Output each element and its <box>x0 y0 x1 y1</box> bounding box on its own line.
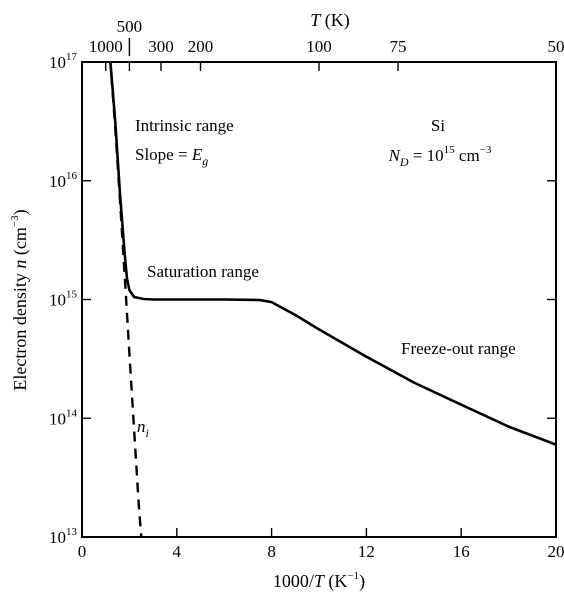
y-tick-label: 1015 <box>49 289 78 310</box>
annotation-slope-sub: g <box>202 154 208 168</box>
annotation-freezeout-range: Freeze-out range <box>401 339 516 358</box>
axis-ticks <box>81 38 557 538</box>
annotation-saturation-range: Saturation range <box>147 262 259 281</box>
y-tick-label: 1017 <box>49 51 78 72</box>
x-axis-title-close: ) <box>359 571 365 592</box>
x-tick-label: 16 <box>453 542 470 561</box>
annotation-material: Si <box>431 116 445 135</box>
top-tick-label: 300 <box>148 37 174 56</box>
top-tick-label: 75 <box>390 37 407 56</box>
y-axis-title-close: ) <box>10 209 31 215</box>
series-line-n_i <box>109 62 143 537</box>
x-tick-label: 12 <box>358 542 375 561</box>
annotation-doping-unit: cm <box>455 146 480 165</box>
annotation-slope-var: E <box>191 145 203 164</box>
x-axis-title-unit: (K <box>324 571 348 592</box>
y-tick-label: 1014 <box>49 407 78 428</box>
top-axis-title: T (K) <box>310 10 350 31</box>
annotation-slope-prefix: Slope = <box>135 145 192 164</box>
annotation-slope: Slope = Eg <box>135 145 208 168</box>
x-tick-label: 4 <box>173 542 182 561</box>
y-axis-title: Electron density n (cm−3) <box>9 209 31 390</box>
top-tick-label: 500 <box>117 17 143 36</box>
x-axis-title-exp: −1 <box>347 570 359 582</box>
x-tick-label: 20 <box>548 542 564 561</box>
top-tick-label: 200 <box>188 37 214 56</box>
annotation-intrinsic-range: Intrinsic range <box>135 116 234 135</box>
annotation-doping: ND = 1015 cm−3 <box>388 144 492 169</box>
series-line-n <box>109 62 556 446</box>
x-axis-title: 1000/T (K−1) <box>273 570 365 592</box>
top-tick-label: 1000 <box>89 37 123 56</box>
y-axis-title-var: n <box>10 260 30 269</box>
x-tick-label: 8 <box>267 542 276 561</box>
y-tick-label: 1016 <box>49 170 78 191</box>
annotation-ni: ni <box>137 417 149 440</box>
annotation-ni-sub: i <box>146 426 149 440</box>
series-layer <box>109 62 556 537</box>
top-axis-title-unit: (K) <box>320 10 350 31</box>
y-tick-label: 1013 <box>49 526 78 547</box>
top-tick-label: 100 <box>306 37 332 56</box>
y-axis-title-exp: −3 <box>9 215 21 227</box>
x-tick-label: 0 <box>78 542 87 561</box>
annotation-ni-var: n <box>137 417 146 436</box>
annotation-doping-var: N <box>388 146 402 165</box>
annotation-doping-exp: 15 <box>444 144 456 156</box>
top-tick-label: 50 <box>548 37 564 56</box>
y-axis-title-text: Electron density <box>10 269 30 391</box>
annotation-doping-unit-exp: −3 <box>480 144 492 156</box>
annotation-doping-eq: = 10 <box>409 146 444 165</box>
x-axis-title-var: T <box>314 571 326 591</box>
x-axis-title-text: 1000/ <box>273 571 314 591</box>
annotation-doping-sub: D <box>399 155 409 169</box>
y-axis-title-unit: (cm <box>10 227 31 259</box>
top-axis-title-var: T <box>310 10 322 30</box>
